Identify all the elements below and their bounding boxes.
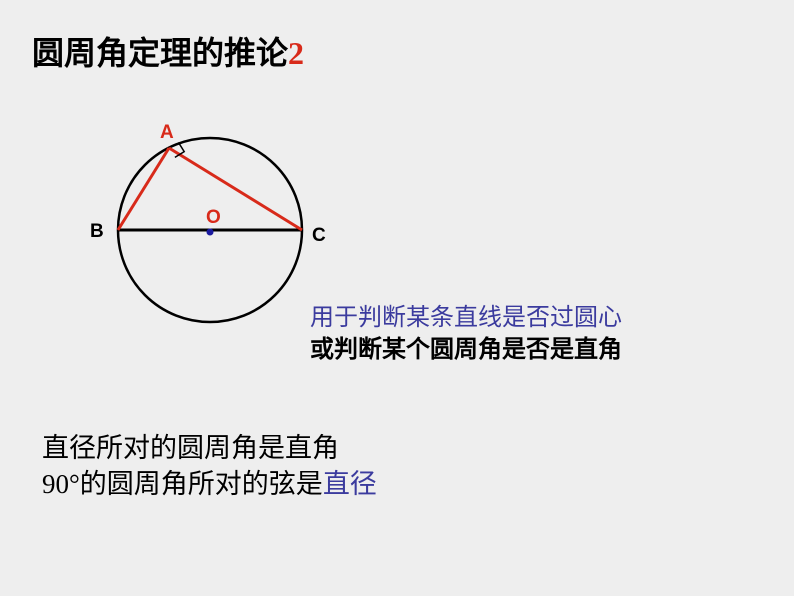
usage-note: 用于判断某条直线是否过圆心 或判断某个圆周角是否是直角 (310, 302, 622, 367)
note-line-1: 用于判断某条直线是否过圆心 (310, 302, 622, 334)
line-ac (169, 148, 302, 230)
slide-container: 圆周角定理的推论2 A B C O 用于判断某条直线是否过圆心 或判断某个圆周角… (0, 0, 794, 596)
theorem-line-2: 90°的圆周角所对的弦是直径 (42, 466, 377, 502)
theorem-text: 直径所对的圆周角是直角 90°的圆周角所对的弦是直径 (42, 430, 377, 503)
theorem-line-1: 直径所对的圆周角是直角 (42, 430, 377, 466)
slide-title: 圆周角定理的推论2 (32, 28, 304, 74)
title-text: 圆周角定理的推论 (32, 35, 288, 71)
center-dot (207, 229, 214, 236)
title-number: 2 (288, 35, 304, 71)
label-c: C (312, 225, 326, 247)
theorem-line-2-prefix: 90°的圆周角所对的弦是 (42, 469, 323, 499)
theorem-line-2-highlight: 直径 (323, 469, 377, 499)
line-ba (118, 148, 169, 230)
label-o: O (206, 207, 221, 229)
label-b: B (90, 221, 104, 243)
label-a: A (160, 122, 174, 144)
note-line-2: 或判断某个圆周角是否是直角 (310, 334, 622, 366)
